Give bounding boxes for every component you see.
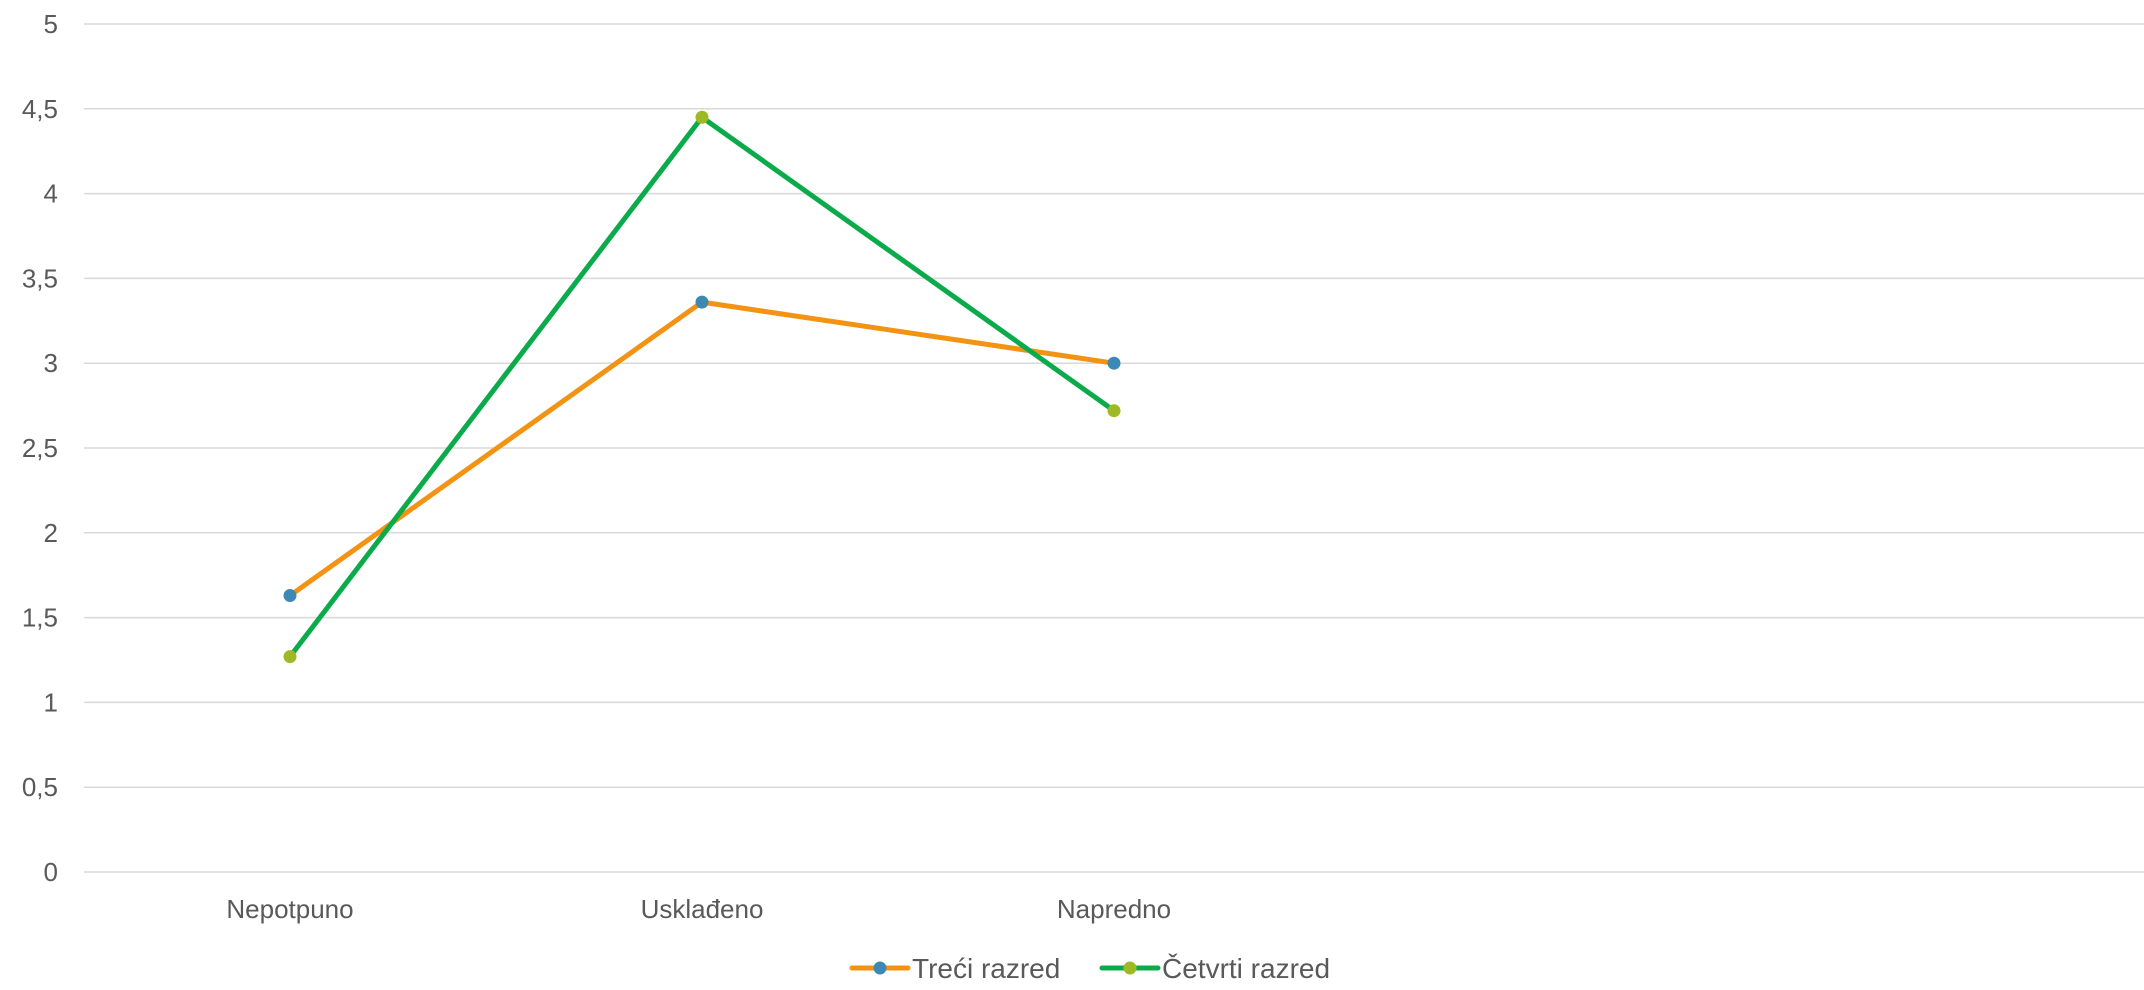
gridlines: [84, 23, 2144, 873]
y-tick-label: 0: [44, 857, 58, 887]
y-tick-label: 5: [44, 9, 58, 39]
x-tick-label: Nepotpuno: [226, 894, 353, 924]
y-tick-label: 2: [44, 518, 58, 548]
legend-item: Treći razred: [849, 953, 1060, 984]
y-tick-label: 4: [44, 179, 58, 209]
y-tick-label: 3: [44, 348, 58, 378]
data-point: [695, 295, 709, 309]
data-point: [1107, 356, 1121, 370]
y-tick-label: 4,5: [22, 94, 58, 124]
y-tick-label: 3,5: [22, 263, 58, 293]
legend-item: Četvrti razred: [1099, 953, 1330, 984]
y-tick-label: 2,5: [22, 433, 58, 463]
data-point: [1107, 404, 1121, 418]
data-point: [695, 110, 709, 124]
y-tick-label: 1,5: [22, 603, 58, 633]
y-tick-label: 1: [44, 687, 58, 717]
x-tick-label: Usklađeno: [641, 894, 764, 924]
legend: Treći razred Četvrti razred: [849, 953, 1330, 984]
data-point: [283, 589, 297, 603]
legend-label: Četvrti razred: [1162, 953, 1330, 984]
series-lines: [283, 110, 1121, 664]
legend-swatch-marker: [1123, 961, 1137, 975]
legend-swatch-marker: [873, 961, 887, 975]
x-tick-label: Napredno: [1057, 894, 1171, 924]
y-tick-label: 0,5: [22, 772, 58, 802]
series-line-1: [287, 299, 1117, 599]
series-line-2: [287, 114, 1117, 660]
data-point: [283, 650, 297, 664]
x-axis: Nepotpuno Usklađeno Napredno: [226, 894, 1171, 924]
legend-label: Treći razred: [912, 953, 1060, 984]
y-axis: 0 0,5 1 1,5 2 2,5 3 3,5 4 4,5 5: [22, 9, 58, 887]
